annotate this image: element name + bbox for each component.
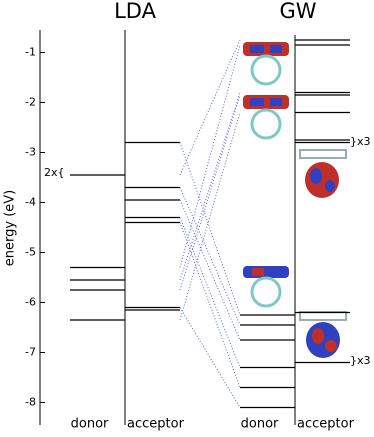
y-tick-label: -8 [25, 396, 36, 409]
y-tick-label: -2 [25, 96, 36, 109]
annotation: }x3 [350, 354, 371, 367]
y-tick-label: -6 [25, 296, 36, 309]
connector [179, 217, 241, 368]
column-label: donor [241, 417, 279, 432]
y-axis-label: energy (eV) [3, 190, 18, 266]
column-label: donor [71, 417, 109, 432]
connector [179, 39, 241, 176]
connector [179, 142, 241, 316]
panel-title: GW [279, 0, 316, 23]
molecule-images [243, 42, 347, 358]
column-label: acceptor [297, 417, 355, 432]
connector [179, 94, 241, 291]
panel-title: LDA [114, 0, 157, 23]
connector [179, 92, 241, 281]
connector [179, 44, 241, 268]
annotation: }x3 [350, 135, 371, 148]
connector [179, 199, 241, 341]
y-tick-label: -3 [25, 146, 36, 159]
y-tick-label: -4 [25, 196, 36, 209]
y-tick-label: -1 [25, 46, 36, 59]
connector [179, 187, 241, 326]
y-tick-label: -7 [25, 346, 36, 359]
connector [179, 222, 241, 388]
column-label: acceptor [127, 417, 185, 432]
y-tick-label: -5 [25, 246, 36, 259]
connector [179, 307, 241, 408]
connector [179, 112, 241, 321]
annotation: 2x{ [44, 166, 65, 179]
